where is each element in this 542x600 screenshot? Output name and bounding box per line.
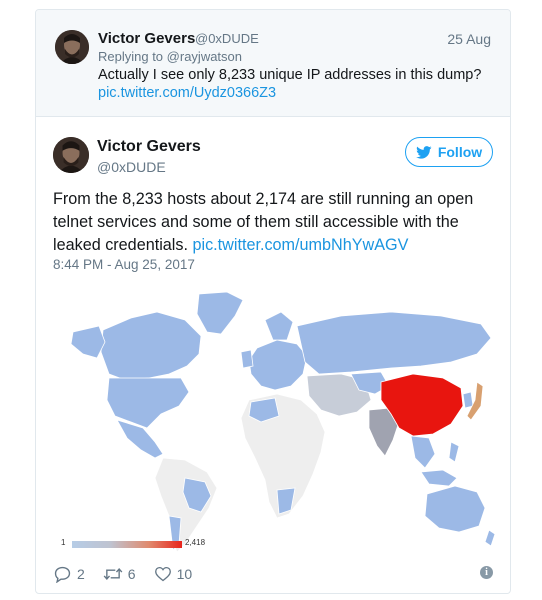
info-icon[interactable]: i xyxy=(480,566,493,579)
like-count: 10 xyxy=(176,566,193,582)
parent-avatar[interactable] xyxy=(55,30,89,64)
like-action[interactable]: 10 xyxy=(154,566,193,582)
retweet-icon xyxy=(103,567,123,581)
author-avatar[interactable] xyxy=(53,137,89,173)
replying-prefix: Replying to xyxy=(98,49,164,64)
reply-count: 2 xyxy=(77,566,85,582)
follow-label: Follow xyxy=(437,144,483,160)
retweet-count: 6 xyxy=(127,566,136,582)
tweet-card: Victor Gevers @0xDUDE 25 Aug Replying to… xyxy=(35,9,511,594)
reply-action[interactable]: 2 xyxy=(53,566,85,583)
replying-mention[interactable]: @rayjwatson xyxy=(166,49,243,64)
legend-gradient-bar xyxy=(72,541,182,548)
world-map-graphic xyxy=(70,291,496,553)
author-handle[interactable]: @0xDUDE xyxy=(97,159,166,175)
follow-button[interactable]: Follow xyxy=(405,137,493,167)
avatar-photo-icon xyxy=(55,30,89,64)
parent-tweet-link[interactable]: pic.twitter.com/Uydz0366Z3 xyxy=(98,85,277,101)
parent-author-name[interactable]: Victor Gevers xyxy=(98,30,196,47)
tweet-link[interactable]: pic.twitter.com/umbNhYwAGV xyxy=(192,236,409,254)
retweet-action[interactable]: 6 xyxy=(103,566,136,582)
author-name[interactable]: Victor Gevers xyxy=(97,138,201,155)
tweet-text-body: From the 8,233 hosts about 2,174 are sti… xyxy=(53,190,474,254)
legend-min-label: 1 xyxy=(61,538,66,547)
reply-icon xyxy=(54,566,71,583)
parent-tweet[interactable]: Victor Gevers @0xDUDE 25 Aug Replying to… xyxy=(36,10,510,117)
tweet-text: From the 8,233 hosts about 2,174 are sti… xyxy=(53,188,498,257)
legend-max-label: 2,418 xyxy=(185,538,206,547)
parent-date[interactable]: 25 Aug xyxy=(447,31,491,47)
parent-tweet-text: Actually I see only 8,233 unique IP addr… xyxy=(98,67,482,83)
twitter-bird-icon xyxy=(415,145,432,159)
parent-author-handle[interactable]: @0xDUDE xyxy=(195,31,259,46)
replying-to: Replying to @rayjwatson xyxy=(98,49,242,64)
tweet-media-map[interactable] xyxy=(51,282,499,564)
heart-icon xyxy=(154,566,171,582)
avatar-photo-icon xyxy=(53,137,89,173)
tweet-actions: 2 6 10 xyxy=(53,563,210,585)
tweet-timestamp[interactable]: 8:44 PM - Aug 25, 2017 xyxy=(53,257,195,272)
